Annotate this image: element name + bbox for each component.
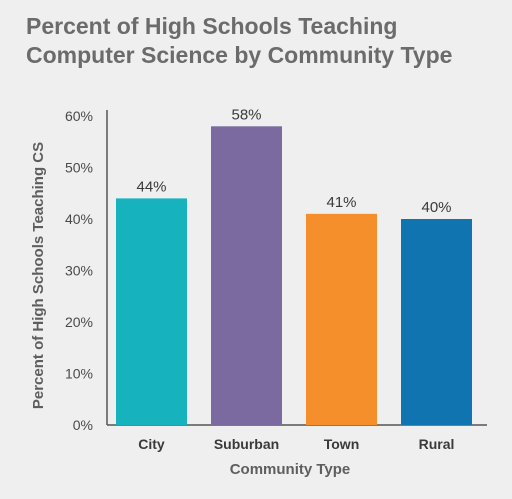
y-axis-title: Percent of High Schools Teaching CS [30, 142, 47, 409]
chart-title: Percent of High Schools Teaching Compute… [26, 12, 496, 70]
x-tick-label: Rural [419, 436, 455, 452]
y-tick-label: 50% [65, 160, 93, 176]
data-label: 44% [136, 178, 166, 195]
y-tick-label: 20% [65, 314, 93, 330]
bars-group: 44% City 58% Suburban 41% Town 40% Rural [116, 106, 472, 452]
y-tick-label: 30% [65, 263, 93, 279]
y-tick-label: 10% [65, 366, 93, 382]
y-axis-ticks: 0% 10% 20% 30% 40% 50% 60% [65, 108, 93, 433]
y-tick-label: 60% [65, 108, 93, 124]
chart-title-line-2: Computer Science by Community Type [26, 42, 453, 68]
chart-title-line-1: Percent of High Schools Teaching [26, 13, 398, 39]
bar-city [116, 198, 187, 425]
data-label: 58% [231, 106, 261, 123]
data-label: 40% [421, 199, 451, 216]
y-tick-label: 0% [73, 417, 93, 433]
bar-suburban [211, 126, 282, 426]
bar-town [306, 213, 377, 425]
data-label: 41% [326, 194, 356, 211]
x-axis-title: Community Type [230, 461, 351, 478]
x-tick-label: Town [324, 436, 360, 452]
x-tick-label: City [138, 436, 165, 452]
y-tick-label: 40% [65, 211, 93, 227]
bar-rural [401, 219, 472, 425]
x-tick-label: Suburban [214, 436, 279, 452]
